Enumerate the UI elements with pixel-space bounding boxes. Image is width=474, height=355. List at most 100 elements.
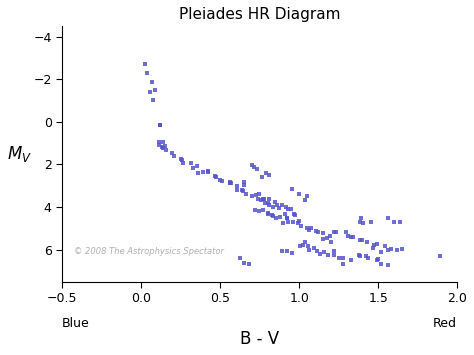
Point bbox=[298, 223, 305, 229]
Point bbox=[384, 248, 392, 253]
Text: © 2008 The Astrophysics Spectator: © 2008 The Astrophysics Spectator bbox=[74, 247, 224, 256]
Point bbox=[391, 219, 398, 225]
Point bbox=[396, 219, 403, 225]
Point bbox=[359, 220, 367, 225]
Point bbox=[270, 213, 277, 219]
Point bbox=[381, 243, 389, 249]
Point bbox=[168, 151, 175, 156]
Point bbox=[316, 251, 324, 256]
Point bbox=[226, 180, 234, 185]
Point bbox=[294, 220, 301, 226]
Point bbox=[283, 215, 291, 221]
Point bbox=[342, 229, 349, 235]
Point bbox=[263, 170, 270, 176]
Point bbox=[273, 202, 281, 207]
Point bbox=[143, 70, 151, 75]
Point bbox=[159, 144, 166, 150]
Point bbox=[393, 247, 401, 253]
Point bbox=[288, 250, 296, 256]
Text: Red: Red bbox=[433, 317, 457, 330]
Point bbox=[240, 260, 248, 266]
Point bbox=[159, 139, 166, 144]
Point bbox=[363, 253, 370, 259]
Point bbox=[146, 89, 154, 95]
Point bbox=[307, 225, 315, 231]
Point bbox=[312, 228, 319, 234]
Point bbox=[305, 228, 313, 233]
Point bbox=[356, 253, 364, 259]
Point bbox=[265, 196, 273, 202]
Point bbox=[303, 193, 311, 199]
Point bbox=[287, 206, 294, 212]
Point bbox=[251, 207, 259, 213]
Point bbox=[358, 237, 365, 242]
Point bbox=[250, 165, 258, 170]
Point bbox=[255, 208, 263, 214]
Point bbox=[162, 143, 169, 149]
Point bbox=[141, 61, 149, 67]
Point bbox=[242, 191, 250, 197]
Point bbox=[384, 262, 392, 268]
Point bbox=[268, 212, 276, 218]
Point bbox=[387, 246, 395, 252]
Point bbox=[347, 258, 355, 263]
Point bbox=[357, 215, 365, 221]
Point bbox=[323, 235, 331, 241]
Point bbox=[291, 213, 298, 218]
Y-axis label: $M_V$: $M_V$ bbox=[7, 144, 32, 164]
Point bbox=[339, 255, 347, 261]
Point bbox=[326, 234, 334, 239]
Point bbox=[159, 146, 166, 151]
Point bbox=[371, 242, 378, 248]
Point bbox=[156, 122, 164, 128]
Point bbox=[283, 204, 290, 210]
Point bbox=[373, 257, 381, 263]
Point bbox=[283, 248, 291, 254]
Point bbox=[260, 196, 268, 202]
Point bbox=[367, 219, 375, 225]
Point bbox=[219, 178, 226, 184]
Point bbox=[328, 239, 335, 245]
Point bbox=[253, 192, 260, 198]
Point bbox=[239, 188, 246, 193]
Point bbox=[377, 262, 384, 267]
Point bbox=[261, 201, 268, 206]
Point bbox=[284, 206, 292, 212]
Point bbox=[295, 218, 303, 224]
Point bbox=[189, 165, 197, 171]
Point bbox=[290, 219, 297, 224]
Point bbox=[238, 187, 246, 193]
Point bbox=[265, 202, 273, 208]
Point bbox=[155, 142, 163, 147]
Point bbox=[399, 246, 406, 252]
Point bbox=[356, 237, 364, 243]
Point bbox=[303, 225, 311, 231]
Title: Pleiades HR Diagram: Pleiades HR Diagram bbox=[179, 7, 340, 22]
Point bbox=[227, 180, 235, 186]
Point bbox=[344, 233, 352, 239]
Point bbox=[347, 234, 355, 240]
Point bbox=[299, 242, 307, 248]
Point bbox=[156, 122, 164, 127]
Point bbox=[264, 200, 272, 206]
Point bbox=[149, 97, 157, 103]
Point bbox=[301, 197, 309, 203]
Point bbox=[264, 210, 272, 215]
Point bbox=[365, 256, 372, 261]
Point bbox=[188, 160, 195, 166]
Point bbox=[246, 261, 253, 267]
Point bbox=[288, 186, 296, 191]
Point bbox=[330, 248, 338, 253]
Point bbox=[369, 245, 377, 251]
Point bbox=[319, 230, 327, 236]
Point bbox=[195, 170, 202, 176]
Point bbox=[273, 215, 280, 221]
Point bbox=[320, 249, 328, 255]
Point bbox=[260, 196, 267, 202]
Point bbox=[374, 256, 382, 262]
Point bbox=[275, 205, 283, 211]
X-axis label: B - V: B - V bbox=[240, 330, 279, 348]
Point bbox=[373, 241, 381, 247]
Point bbox=[179, 160, 186, 166]
Point bbox=[314, 248, 321, 254]
